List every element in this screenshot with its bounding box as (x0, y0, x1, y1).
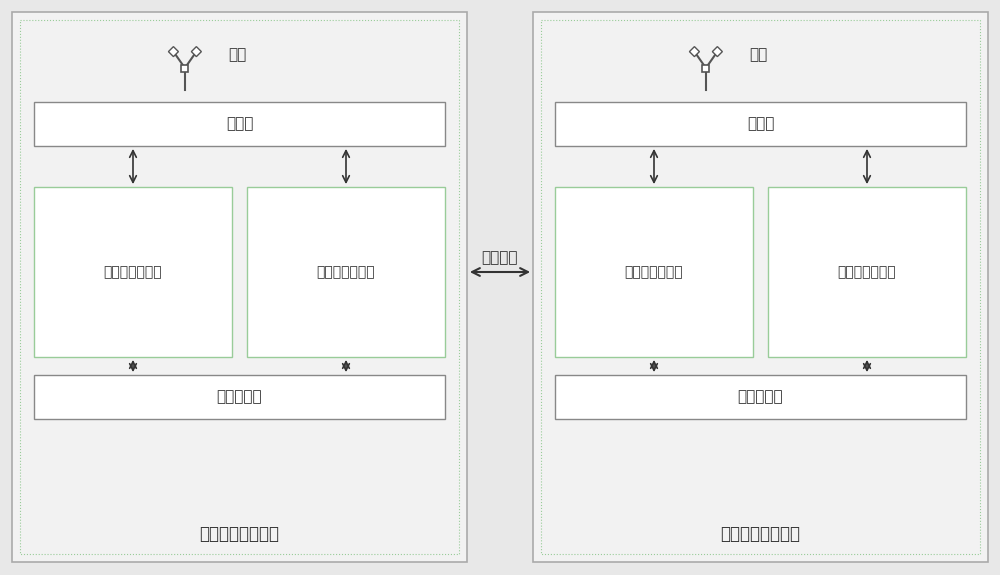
Polygon shape (191, 47, 201, 56)
Polygon shape (168, 47, 178, 56)
Bar (247, 187, 445, 357)
Text: 高频段收发模块: 高频段收发模块 (104, 265, 162, 279)
Text: 双工器: 双工器 (747, 117, 774, 132)
Bar (768, 187, 966, 357)
Bar (555, 187, 753, 357)
Text: 无线通信: 无线通信 (482, 251, 518, 266)
Text: 低频段收发模块: 低频段收发模块 (317, 265, 375, 279)
Bar (702, 64, 709, 71)
Bar (181, 64, 188, 71)
Bar (34, 375, 445, 419)
Text: 双工器: 双工器 (226, 117, 253, 132)
Bar (555, 375, 966, 419)
Text: 第二无线通信基站: 第二无线通信基站 (720, 525, 800, 543)
Bar (555, 102, 966, 146)
Bar (12, 12, 467, 562)
Text: 第一无线通信基站: 第一无线通信基站 (200, 525, 280, 543)
Bar (34, 187, 232, 357)
Bar (533, 12, 988, 562)
Text: 低频段收发模块: 低频段收发模块 (838, 265, 896, 279)
Text: 信道控制器: 信道控制器 (217, 389, 262, 404)
Bar (20, 20, 459, 554)
Polygon shape (689, 47, 699, 56)
Text: 信道控制器: 信道控制器 (738, 389, 783, 404)
Text: 天线: 天线 (749, 48, 767, 63)
Bar (541, 20, 980, 554)
Bar (34, 102, 445, 146)
Polygon shape (712, 47, 722, 56)
Text: 高频段收发模块: 高频段收发模块 (625, 265, 683, 279)
Text: 天线: 天线 (228, 48, 246, 63)
